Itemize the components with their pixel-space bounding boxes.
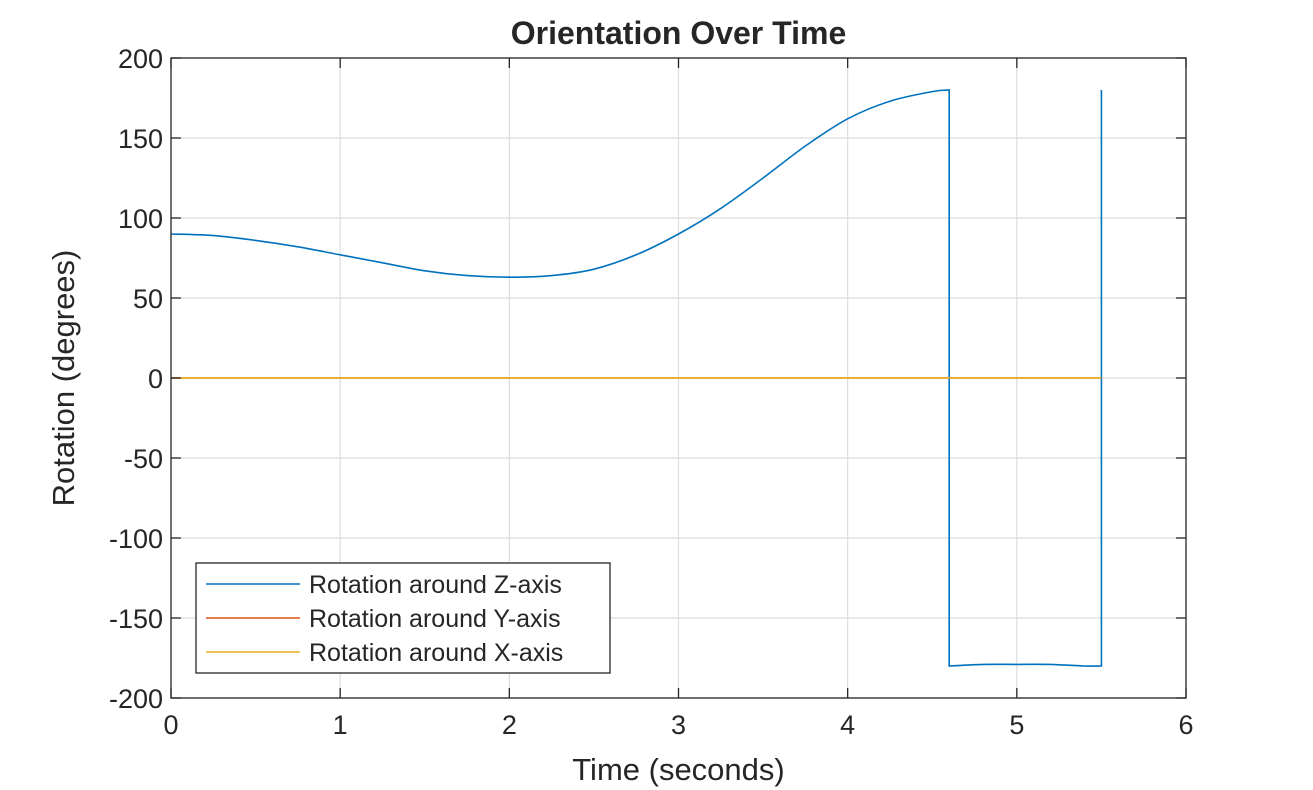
y-tick-label: 0 [148,364,163,394]
y-tick-label: -150 [109,604,163,634]
series-line-1 [170,89,1103,667]
x-tick-label: 4 [840,710,855,740]
y-tick-label: 100 [118,204,163,234]
chart-title: Orientation Over Time [511,15,847,51]
y-tick-label: -50 [124,444,163,474]
legend: Rotation around Z-axis Rotation around Y-… [195,562,611,674]
y-tick-label: 50 [133,284,163,314]
x-axis-label: Time (seconds) [572,752,784,787]
x-tick-label: 2 [502,710,517,740]
x-tick-label: 5 [1009,710,1024,740]
y-axis-label: Rotation (degrees) [46,250,81,507]
legend-label: Rotation around Z-axis [309,571,562,599]
x-tick-label: 1 [333,710,348,740]
x-tick-label: 0 [163,710,178,740]
x-tick-label: 3 [671,710,686,740]
legend-label: Rotation around X-axis [309,639,563,667]
axis-ticks: 0 1 2 3 4 5 6 -200 -150 -100 -50 0 50 100 150 200 [109,44,1194,740]
y-tick-label: -100 [109,524,163,554]
y-tick-label: 200 [118,44,163,74]
y-tick-label: 150 [118,124,163,154]
plot-series [170,89,1103,667]
x-tick-label: 6 [1178,710,1193,740]
legend-label: Rotation around Y-axis [309,605,561,633]
y-tick-label: -200 [109,684,163,714]
